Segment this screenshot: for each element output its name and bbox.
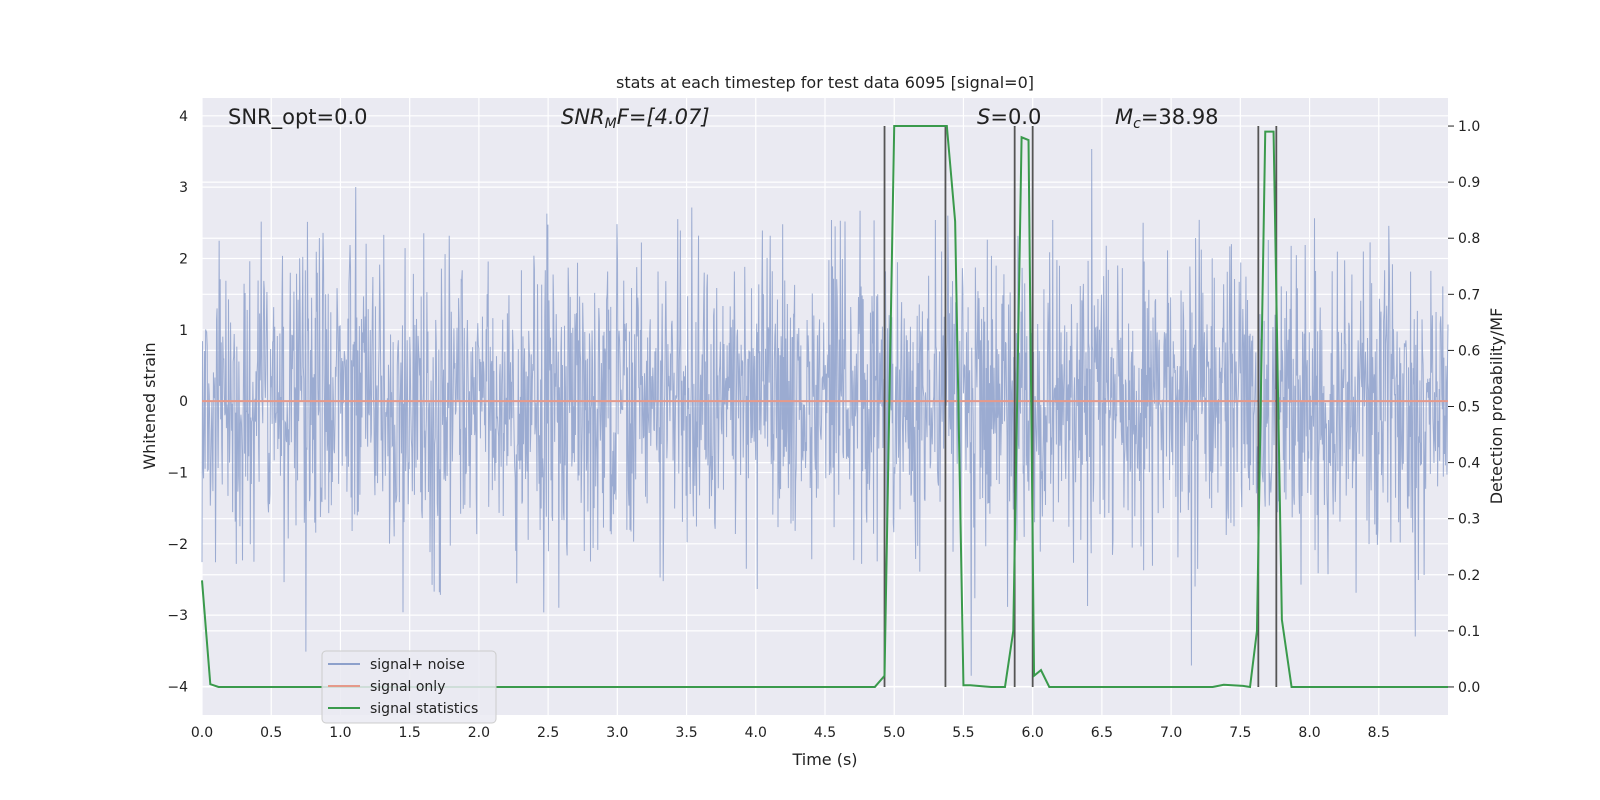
- x-tick-label: 2.5: [537, 725, 559, 741]
- annotation-mc-sub: c: [1133, 116, 1141, 132]
- signal-noise-trace: [201, 149, 1449, 676]
- signal-statistics-series: [201, 125, 1448, 689]
- right-y-tick-label: 0.6: [1458, 343, 1480, 359]
- annotation-s-main: S: [977, 105, 990, 129]
- x-tick-label: 2.0: [468, 725, 490, 741]
- left-y-axis-ticks: 4 3 2 1 0 −1 −2 −3 −4: [167, 109, 188, 696]
- annotation-s-rest: =0.0: [990, 105, 1041, 129]
- annotation-mc: Mc=38.98: [1115, 105, 1219, 132]
- x-tick-label: 1.5: [399, 725, 421, 741]
- annotation-mc-main: M: [1115, 105, 1133, 129]
- right-y-tick-label: 0.3: [1458, 512, 1480, 528]
- left-y-tick-label: −2: [167, 537, 188, 553]
- right-y-tick-label: 0.8: [1458, 231, 1480, 247]
- x-axis-ticks: 0.0 0.5 1.0 1.5 2.0 2.5 3.0 3.5 4.0 4.5 5.0 5.5 6.0 6…: [191, 725, 1390, 741]
- annotation-snr-mf: SNRMF=[4.07]: [561, 105, 710, 132]
- left-y-tick-label: −1: [167, 465, 188, 481]
- right-y-axis-ticks: 1.0 0.9 0.8 0.7 0.6 0.5 0.4 0.3 0.2 0.1 0.0: [1448, 119, 1480, 696]
- annotation-snr-opt: SNR_opt=0.0: [228, 105, 368, 130]
- left-y-tick-label: −4: [167, 679, 188, 695]
- x-tick-label: 7.5: [1229, 725, 1251, 741]
- x-tick-label: 8.0: [1298, 725, 1320, 741]
- right-y-tick-label: 0.7: [1458, 287, 1480, 303]
- signal-statistics-line: [201, 125, 1448, 689]
- legend-label-signal-only: signal only: [370, 679, 445, 695]
- legend-box: [321, 650, 497, 724]
- left-y-axis-label: Whitened strain: [140, 342, 159, 469]
- right-y-tick-label: 0.9: [1458, 175, 1480, 191]
- chart-title: stats at each timestep for test data 609…: [616, 73, 1034, 92]
- right-y-tick-label: 0.1: [1458, 624, 1480, 640]
- left-y-tick-label: 4: [179, 109, 188, 125]
- x-tick-label: 3.0: [606, 725, 628, 741]
- x-tick-label: 5.5: [952, 725, 974, 741]
- x-tick-label: 5.0: [883, 725, 905, 741]
- legend-label-signal-statistics: signal statistics: [370, 701, 478, 717]
- x-axis-label: Time (s): [791, 750, 857, 769]
- x-tick-label: 0.5: [260, 725, 282, 741]
- right-y-tick-label: 1.0: [1458, 119, 1480, 135]
- legend: signal+ noise signal only signal statist…: [321, 650, 497, 724]
- left-y-tick-label: 3: [179, 180, 188, 196]
- x-tick-label: 4.5: [814, 725, 836, 741]
- left-y-tick-label: −3: [167, 608, 188, 624]
- x-tick-label: 7.0: [1160, 725, 1182, 741]
- left-y-tick-label: 2: [179, 251, 188, 267]
- left-y-tick-label: 1: [179, 323, 188, 339]
- x-tick-label: 6.5: [1091, 725, 1113, 741]
- annotation-snr-mf-rest: F=[4.07]: [617, 105, 710, 129]
- annotation-snr-mf-sub: M: [605, 116, 617, 132]
- right-y-axis-label: Detection probability/MF: [1487, 308, 1506, 505]
- right-y-tick-label: 0.4: [1458, 456, 1480, 472]
- signal-noise-series: [201, 149, 1449, 676]
- right-y-tick-label: 0.5: [1458, 400, 1480, 416]
- right-y-tick-label: 0.0: [1458, 680, 1480, 696]
- left-y-tick-label: 0: [179, 394, 188, 410]
- annotation-mc-rest: =38.98: [1141, 105, 1219, 129]
- x-tick-label: 4.0: [745, 725, 767, 741]
- right-y-tick-label: 0.2: [1458, 568, 1480, 584]
- x-tick-label: 1.0: [329, 725, 351, 741]
- legend-label-signal-noise: signal+ noise: [370, 657, 465, 673]
- annotation-s: S=0.0: [977, 105, 1041, 129]
- x-tick-label: 3.5: [675, 725, 697, 741]
- x-tick-label: 0.0: [191, 725, 213, 741]
- x-tick-label: 6.0: [1022, 725, 1044, 741]
- annotation-snr-mf-main: SNR: [561, 105, 605, 129]
- x-tick-label: 8.5: [1368, 725, 1390, 741]
